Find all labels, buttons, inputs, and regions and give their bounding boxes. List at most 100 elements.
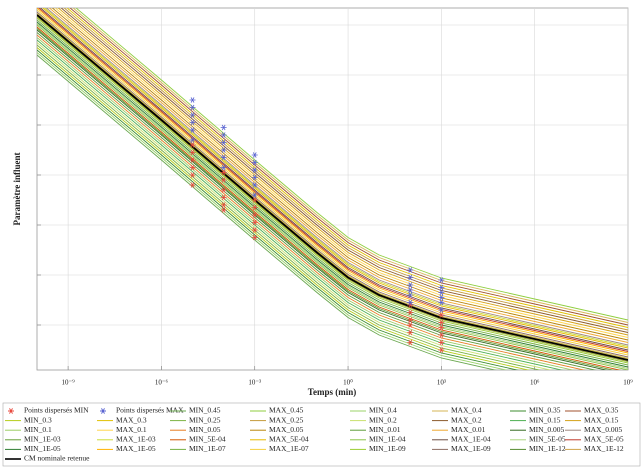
scatter-point [438,289,445,296]
legend-label: MIN_0.01 [369,425,401,434]
scatter-point [251,152,258,158]
series-line [63,8,628,331]
legend-label: MAX_0.15 [584,415,619,424]
scatter-point [251,174,258,181]
series-line [37,39,564,370]
series-line [37,8,628,354]
scatter-point [407,302,414,308]
legend-label: Points dispersés MAX [116,406,184,415]
scatter-point [220,164,227,171]
legend-label: MAX_0.005 [584,425,622,434]
series-layer [37,8,628,370]
series-line [37,42,553,370]
legend-label: MIN_1E-12 [529,444,566,453]
scatter-point [251,159,258,166]
x-tick-label: 10⁻⁹ [62,379,76,387]
series-line [37,49,519,370]
scatter-point [407,274,414,281]
legend-label: MAX_0.05 [269,425,304,434]
series-line [39,8,628,351]
x-tick-label: 10⁻⁶ [155,379,169,387]
legend-label: MIN_5E-05 [529,435,566,444]
scatter-point [220,132,227,138]
scatter-point [438,307,445,313]
series-line [48,8,628,343]
scatter-point [189,119,196,126]
scatter-point [251,167,258,173]
legend [2,402,641,467]
legend-label: MIN_0.25 [189,415,221,424]
legend-label: MIN_0.1 [24,425,52,434]
series-line [37,14,628,361]
series-line [37,17,628,364]
legend-label: MAX_0.45 [269,406,304,415]
legend-label: MAX_5E-05 [584,435,624,444]
series-line [37,54,497,370]
x-tick-label: 10⁶ [530,379,540,387]
scatter-point [407,282,414,288]
legend-label: MIN_5E-04 [189,435,226,444]
legend-label: MIN_0.4 [369,406,397,415]
series-line [37,28,615,370]
scatter-point [220,169,227,176]
legend-label: MAX_0.1 [116,425,147,434]
scatter-point [438,299,445,306]
scatter-point [438,284,445,291]
scatter-point [189,137,196,143]
scatter-point [189,164,196,171]
series-line [37,23,628,369]
scatter-point [189,182,196,188]
series-line [37,32,597,370]
series-line [37,21,628,368]
scatter-point [189,104,196,111]
scatter-point [220,139,227,146]
series-line [37,9,628,356]
scatter-point [220,177,227,183]
scatter-point [189,157,196,163]
legend-label: MAX_0.35 [584,406,619,415]
series-line [60,8,628,333]
x-tick-label: 10⁻³ [248,379,261,387]
scatter-point [251,192,258,198]
legend-label: MAX_1E-12 [584,444,624,453]
legend-label: MIN_1E-05 [24,444,61,453]
legend-label: MIN_0.05 [189,425,221,434]
legend-label: MIN_0.3 [24,415,52,424]
scatter-point [407,309,414,316]
series-line [72,8,628,323]
series-line [45,8,628,346]
x-tick-label: 10⁰ [343,379,353,387]
scatter-point [438,312,445,318]
scatter-point [407,299,414,306]
scatter-point [251,182,258,188]
y-axis-title: Paramètre influent [12,152,22,225]
legend-label: MIN_0.15 [529,415,561,424]
series-line [37,52,508,370]
series-line [75,8,628,321]
series-line [51,8,628,341]
series-line [54,8,628,338]
legend-label: MAX_1E-09 [451,444,491,453]
legend-label: MIN_1E-03 [24,435,61,444]
series-line [37,37,575,370]
series-line [37,29,608,370]
scatter-point [189,149,196,156]
scatter-point [220,202,227,208]
scatter-point [220,147,227,153]
scatter-point [407,317,414,323]
legend-label: MAX_1E-03 [116,435,156,444]
series-line [38,8,628,352]
scatter-point [438,277,445,283]
scatter-point [407,329,414,336]
legend-label: MIN_1E-09 [369,444,406,453]
scatter-point [438,332,445,338]
legend-label: MAX_0.01 [451,425,486,434]
legend-label: MIN_0.45 [189,406,221,415]
scatter-point [407,292,414,298]
scatter-point [189,112,196,118]
scatter-point [189,142,196,148]
series-line [57,8,628,336]
scatter-point [220,124,227,131]
scatter-point [251,197,258,203]
